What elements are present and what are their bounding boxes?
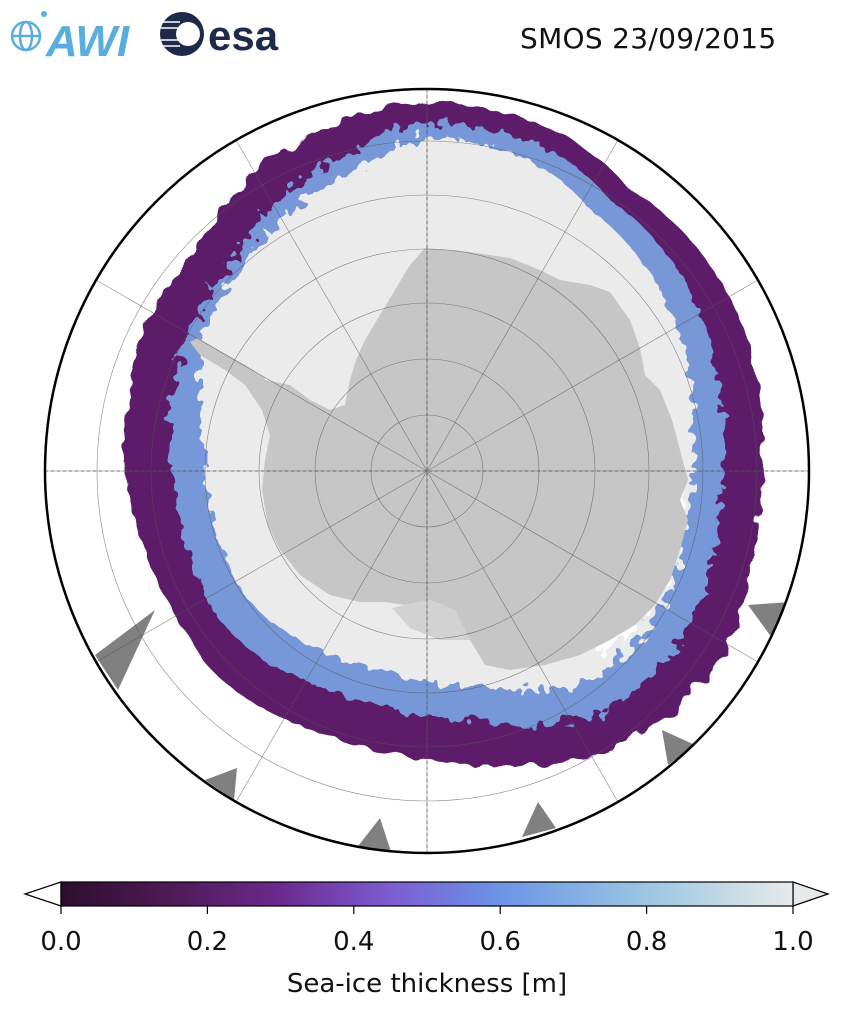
esa-logo-text: esa — [208, 12, 279, 59]
colorbar-gradient — [60, 881, 794, 907]
missing-data-wedge-6 — [748, 602, 790, 638]
colorbar-tick-label: 0.8 — [626, 927, 667, 957]
sea-ice-map — [43, 87, 811, 855]
awi-globe-icon — [10, 20, 42, 52]
missing-data-wedge-1 — [95, 610, 155, 690]
header: AWI esa SMOS 23/09/2015 — [0, 0, 854, 80]
page-title: SMOS 23/09/2015 — [520, 22, 777, 55]
colorbar-tick-label: 1.0 — [772, 927, 813, 957]
colorbar-label: Sea-ice thickness [m] — [287, 969, 567, 999]
colorbar: 0.0 0.2 0.4 0.6 0.8 1.0 Sea-ice thickness [m] — [23, 881, 830, 999]
awi-logo: AWI — [10, 11, 130, 62]
colorbar-tick-label: 0.4 — [333, 927, 374, 957]
missing-data-wedges — [95, 602, 790, 853]
awi-star-icon — [41, 11, 47, 17]
colorbar-tick-label: 0.0 — [40, 927, 81, 957]
awi-logo-text: AWI — [45, 17, 130, 62]
missing-data-wedge-4 — [522, 802, 556, 837]
esa-emblem-icon — [160, 12, 204, 56]
map-boundary — [43, 87, 811, 855]
colorbar-extend-min — [23, 881, 62, 907]
esa-logo: esa — [160, 12, 279, 59]
missing-data-wedge-2 — [205, 768, 237, 800]
colorbar-tick-label: 0.2 — [187, 927, 228, 957]
missing-data-wedge-3 — [355, 818, 392, 853]
colorbar-tick-label: 0.6 — [480, 927, 521, 957]
axis-dashed-lines — [45, 89, 809, 853]
colorbar-extend-max — [792, 881, 830, 907]
colorbar-ticks: 0.0 0.2 0.4 0.6 0.8 1.0 — [40, 906, 814, 957]
ross-ice-shelf — [392, 600, 470, 640]
missing-data-wedge-5 — [662, 730, 695, 765]
antarctic-peninsula-land — [190, 338, 265, 410]
antarctica-land — [255, 248, 688, 670]
